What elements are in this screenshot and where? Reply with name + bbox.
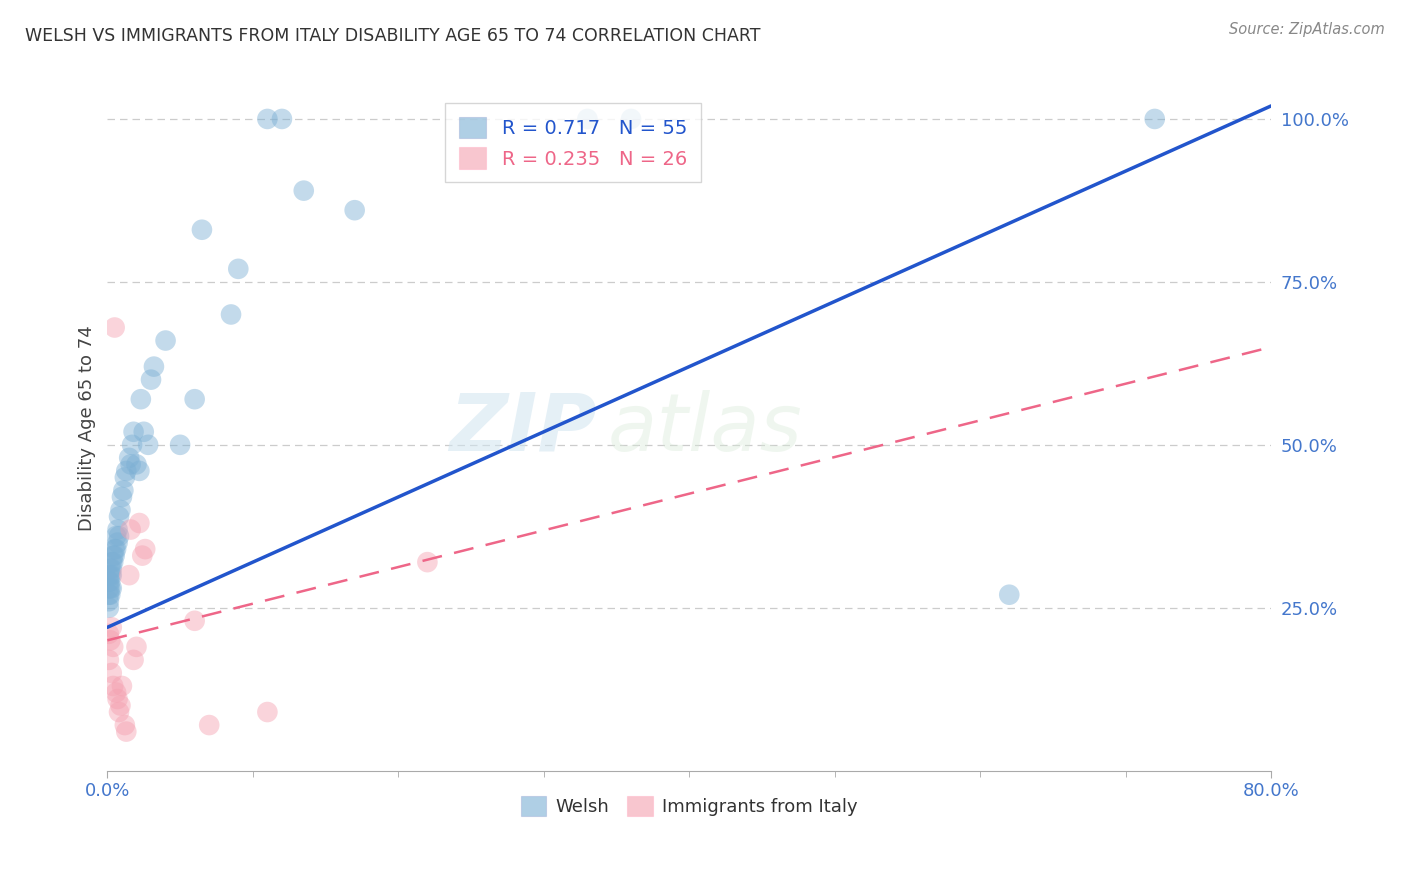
Point — [169, 438, 191, 452]
Text: WELSH VS IMMIGRANTS FROM ITALY DISABILITY AGE 65 TO 74 CORRELATION CHART: WELSH VS IMMIGRANTS FROM ITALY DISABILIT… — [25, 27, 761, 45]
Point — [576, 112, 599, 126]
Point — [97, 653, 120, 667]
Point — [104, 542, 127, 557]
Point — [103, 555, 125, 569]
Point — [100, 562, 122, 576]
Point — [111, 679, 134, 693]
Point — [110, 503, 132, 517]
Point — [98, 568, 121, 582]
Point — [97, 588, 120, 602]
Point — [343, 203, 366, 218]
Point — [114, 470, 136, 484]
Point — [107, 692, 129, 706]
Point — [100, 581, 122, 595]
Text: ZIP: ZIP — [449, 390, 596, 467]
Point — [128, 516, 150, 530]
Point — [155, 334, 177, 348]
Point — [97, 581, 120, 595]
Point — [120, 458, 142, 472]
Point — [219, 308, 242, 322]
Point — [97, 600, 120, 615]
Point — [100, 568, 122, 582]
Point — [226, 261, 249, 276]
Legend: Welsh, Immigrants from Italy: Welsh, Immigrants from Italy — [515, 789, 865, 823]
Point — [256, 705, 278, 719]
Point — [998, 588, 1021, 602]
Point — [121, 438, 143, 452]
Point — [105, 529, 128, 543]
Point — [100, 555, 122, 569]
Point — [131, 549, 153, 563]
Point — [416, 555, 439, 569]
Text: Source: ZipAtlas.com: Source: ZipAtlas.com — [1229, 22, 1385, 37]
Point — [125, 458, 148, 472]
Point — [104, 549, 127, 563]
Point — [108, 529, 131, 543]
Point — [120, 523, 142, 537]
Point — [97, 568, 120, 582]
Point — [139, 373, 162, 387]
Point — [183, 392, 205, 407]
Point — [108, 509, 131, 524]
Point — [104, 320, 127, 334]
Point — [97, 627, 120, 641]
Point — [115, 724, 138, 739]
Point — [97, 594, 120, 608]
Point — [105, 542, 128, 557]
Point — [1143, 112, 1166, 126]
Point — [122, 425, 145, 439]
Point — [97, 574, 120, 589]
Point — [620, 112, 643, 126]
Point — [107, 535, 129, 549]
Point — [108, 705, 131, 719]
Point — [142, 359, 165, 374]
Point — [112, 483, 135, 498]
Point — [183, 614, 205, 628]
Point — [100, 665, 122, 680]
Point — [98, 562, 121, 576]
Point — [118, 450, 141, 465]
Point — [110, 698, 132, 713]
Point — [105, 685, 128, 699]
Text: atlas: atlas — [607, 390, 803, 467]
Point — [103, 640, 125, 654]
Point — [122, 653, 145, 667]
Point — [132, 425, 155, 439]
Point — [100, 620, 122, 634]
Point — [111, 490, 134, 504]
Point — [115, 464, 138, 478]
Y-axis label: Disability Age 65 to 74: Disability Age 65 to 74 — [79, 326, 96, 532]
Point — [191, 223, 214, 237]
Point — [134, 542, 156, 557]
Point — [198, 718, 221, 732]
Point — [125, 640, 148, 654]
Point — [98, 633, 121, 648]
Point — [256, 112, 278, 126]
Point — [271, 112, 294, 126]
Point — [129, 392, 152, 407]
Point — [98, 588, 121, 602]
Point — [98, 574, 121, 589]
Point — [292, 184, 315, 198]
Point — [103, 679, 125, 693]
Point — [118, 568, 141, 582]
Point — [107, 523, 129, 537]
Point — [114, 718, 136, 732]
Point — [98, 581, 121, 595]
Point — [103, 549, 125, 563]
Point — [128, 464, 150, 478]
Point — [136, 438, 159, 452]
